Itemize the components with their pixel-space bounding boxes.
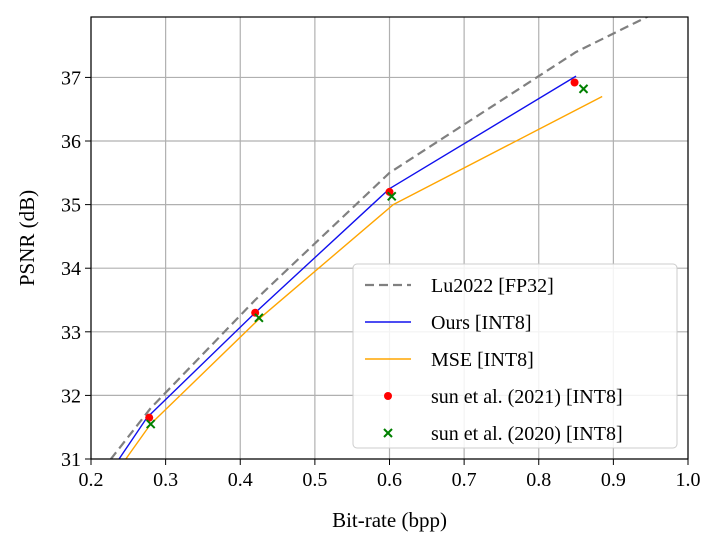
y-tick-label: 36	[61, 131, 81, 153]
y-tick-label: 32	[61, 385, 81, 407]
legend: Lu2022 [FP32] Ours [INT8] MSE [INT8] sun et…	[352, 263, 678, 449]
legend-item-sun-et-al-2021-int8: sun et al. (2021) [INT8]	[384, 386, 623, 408]
x-tick-label: 1.0	[676, 469, 701, 491]
legend-item-ours-int8: Ours [INT8]	[365, 312, 532, 334]
legend-item-lu2022-fp32: Lu2022 [FP32]	[365, 275, 554, 297]
legend-item-sun-et-al-2020-int8: sun et al. (2020) [INT8]	[383, 423, 623, 445]
legend-label: sun et al. (2021) [INT8]	[431, 386, 623, 408]
sun-et-al-2021-int8-point	[570, 78, 579, 87]
sun-et-al-2020-int8-point	[145, 419, 156, 429]
sun-et-al-2021-int8-point	[385, 187, 394, 196]
legend-label: Ours [INT8]	[431, 312, 532, 334]
x-tick-label: 0.6	[377, 469, 402, 491]
ticks: 0.2 0.3 0.4 0.5 0.6 0.7 0.8 0.9 1.0 31 32 33 34 35 36 3…	[61, 67, 701, 491]
sun-et-al-2020-int8-point	[578, 84, 589, 94]
legend-label: MSE [INT8]	[431, 349, 534, 371]
y-tick-label: 34	[61, 258, 81, 280]
sun-et-al-2020-int8-point	[387, 191, 397, 202]
x-tick-label: 0.2	[79, 469, 104, 491]
x-tick-label: 0.3	[153, 469, 178, 491]
legend-item-mse-int8: MSE [INT8]	[365, 349, 534, 371]
y-tick-label: 37	[61, 67, 81, 89]
x-tick-label: 0.5	[302, 469, 327, 491]
legend-sun-et-al-2020-int8-point	[383, 428, 393, 438]
sun-et-al-2020-int8-markers	[145, 84, 589, 429]
legend-label: Lu2022 [FP32]	[431, 275, 554, 297]
sun-et-al-2020-int8-point	[254, 313, 264, 323]
y-tick-label: 35	[61, 195, 81, 217]
legend-box	[352, 263, 678, 449]
x-tick-label: 0.4	[228, 469, 253, 491]
y-tick-label: 33	[61, 322, 81, 344]
x-tick-label: 0.7	[452, 469, 477, 491]
y-axis-title: PSNR (dB)	[15, 190, 39, 286]
x-tick-label: 0.9	[601, 469, 626, 491]
y-tick-label: 31	[61, 449, 81, 471]
x-axis-title: Bit-rate (bpp)	[332, 508, 447, 532]
lu2022-fp32-line	[109, 17, 650, 459]
legend-sun-et-al-2021-int8-point	[384, 392, 392, 400]
series-layer	[109, 17, 650, 459]
legend-label: sun et al. (2020) [INT8]	[431, 423, 623, 445]
x-tick-label: 0.8	[526, 469, 551, 491]
